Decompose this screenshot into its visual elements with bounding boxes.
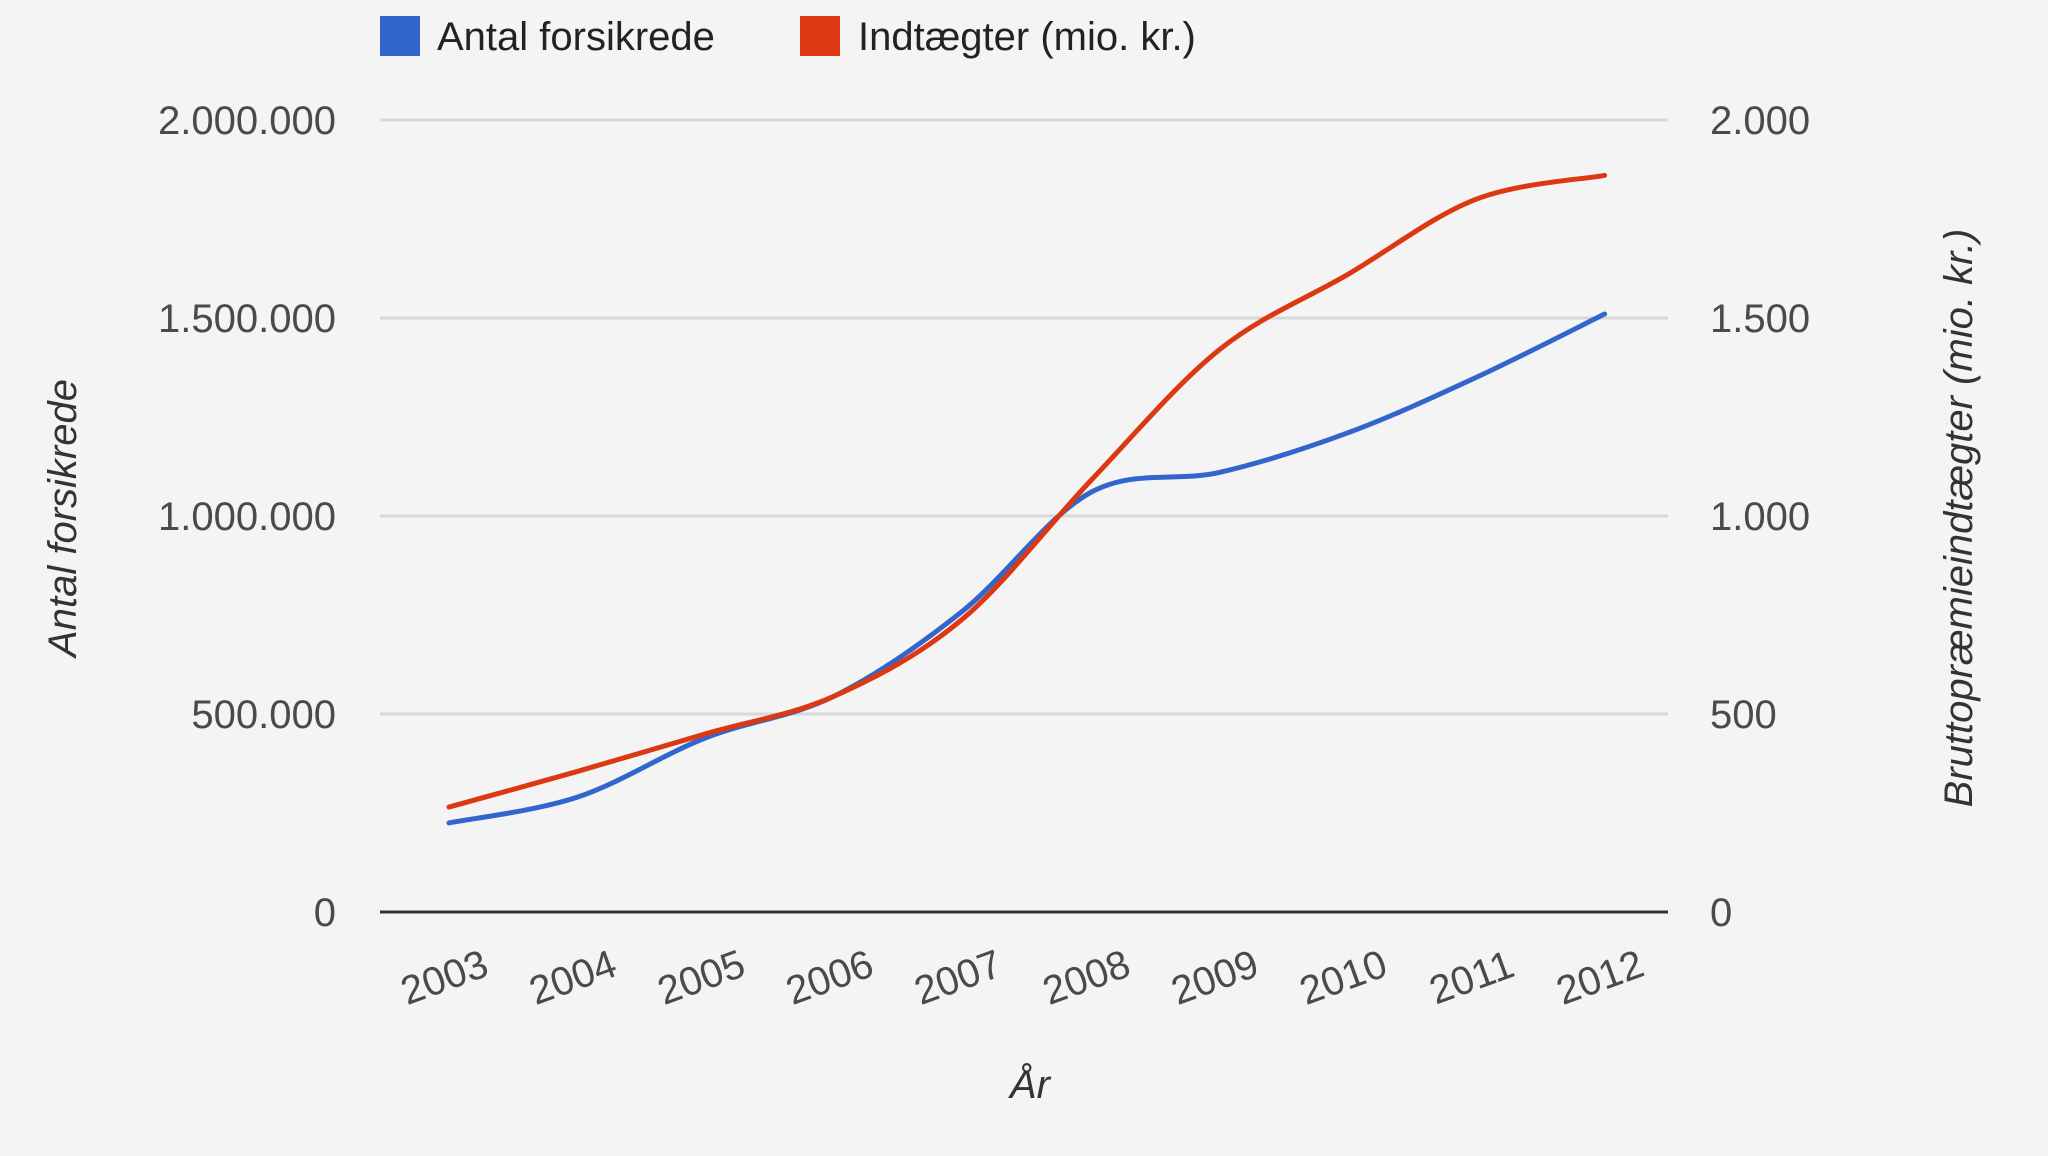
y-left-tick-label: 0 <box>314 891 336 935</box>
x-tick-label: 2008 <box>1037 942 1136 1014</box>
series-line-antal-forsikrede <box>446 311 1608 826</box>
y-left-tick-label: 500.000 <box>191 693 336 737</box>
data-point-antal-forsikrede <box>575 795 579 799</box>
data-point-antal-forsikrede <box>961 609 965 613</box>
y-axis-right-title: Bruttopræmieindtægter (mio. kr.) <box>1937 229 1981 808</box>
legend: Antal forsikrede Indtægter (mio. kr.) <box>380 15 1196 59</box>
x-tick-label: 2003 <box>395 942 494 1014</box>
data-point-antal-forsikrede <box>1217 470 1221 474</box>
x-tick-label: 2010 <box>1294 942 1393 1014</box>
data-point-indtægter-mio-kr <box>704 732 708 736</box>
y-right-tick-label: 1.000 <box>1710 495 1810 539</box>
data-point-indtægter-mio-kr <box>575 769 579 773</box>
tick-labels: 0 500.000 1.000.000 1.500.000 2.000.000 0 500 1… <box>158 99 1810 1014</box>
y-axis-left-title: Antal forsikrede <box>41 379 85 659</box>
y-right-tick-label: 2.000 <box>1710 99 1810 143</box>
data-point-indtægter-mio-kr <box>832 694 836 698</box>
data-point-indtægter-mio-kr <box>1603 173 1607 177</box>
y-right-tick-label: 0 <box>1710 891 1732 935</box>
y-left-tick-label: 1.000.000 <box>158 495 336 539</box>
data-point-indtægter-mio-kr <box>1346 272 1350 276</box>
series-lines <box>446 172 1608 826</box>
x-tick-label: 2009 <box>1166 942 1265 1014</box>
y-right-tick-label: 1.500 <box>1710 297 1810 341</box>
data-point-indtægter-mio-kr <box>961 617 965 621</box>
data-point-antal-forsikrede <box>1603 312 1607 316</box>
x-tick-label: 2006 <box>780 942 879 1014</box>
data-point-indtægter-mio-kr <box>1217 348 1221 352</box>
data-point-indtægter-mio-kr <box>1089 478 1093 482</box>
x-tick-label: 2005 <box>652 942 751 1014</box>
data-point-antal-forsikrede <box>447 821 451 825</box>
legend-swatch-indtaegter <box>800 16 840 56</box>
x-tick-label: 2004 <box>524 942 623 1014</box>
y-left-tick-label: 1.500.000 <box>158 297 336 341</box>
legend-label-antal-forsikrede: Antal forsikrede <box>437 15 715 59</box>
data-point-antal-forsikrede <box>1089 490 1093 494</box>
data-point-indtægter-mio-kr <box>447 805 451 809</box>
data-point-antal-forsikrede <box>1346 431 1350 435</box>
y-right-tick-label: 500 <box>1710 693 1777 737</box>
data-point-indtægter-mio-kr <box>1474 197 1478 201</box>
legend-swatch-antal-forsikrede <box>380 16 420 56</box>
gridlines <box>380 118 1668 716</box>
legend-label-indtaegter: Indtægter (mio. kr.) <box>858 15 1196 59</box>
x-tick-label: 2011 <box>1424 942 1520 1013</box>
y-left-tick-label: 2.000.000 <box>158 99 336 143</box>
x-tick-label: 2012 <box>1551 942 1650 1014</box>
series-line-indtægter-mio-kr <box>446 172 1608 810</box>
data-point-antal-forsikrede <box>1474 375 1478 379</box>
x-tick-label: 2007 <box>909 942 1008 1014</box>
x-axis-title: År <box>1008 1062 1052 1107</box>
